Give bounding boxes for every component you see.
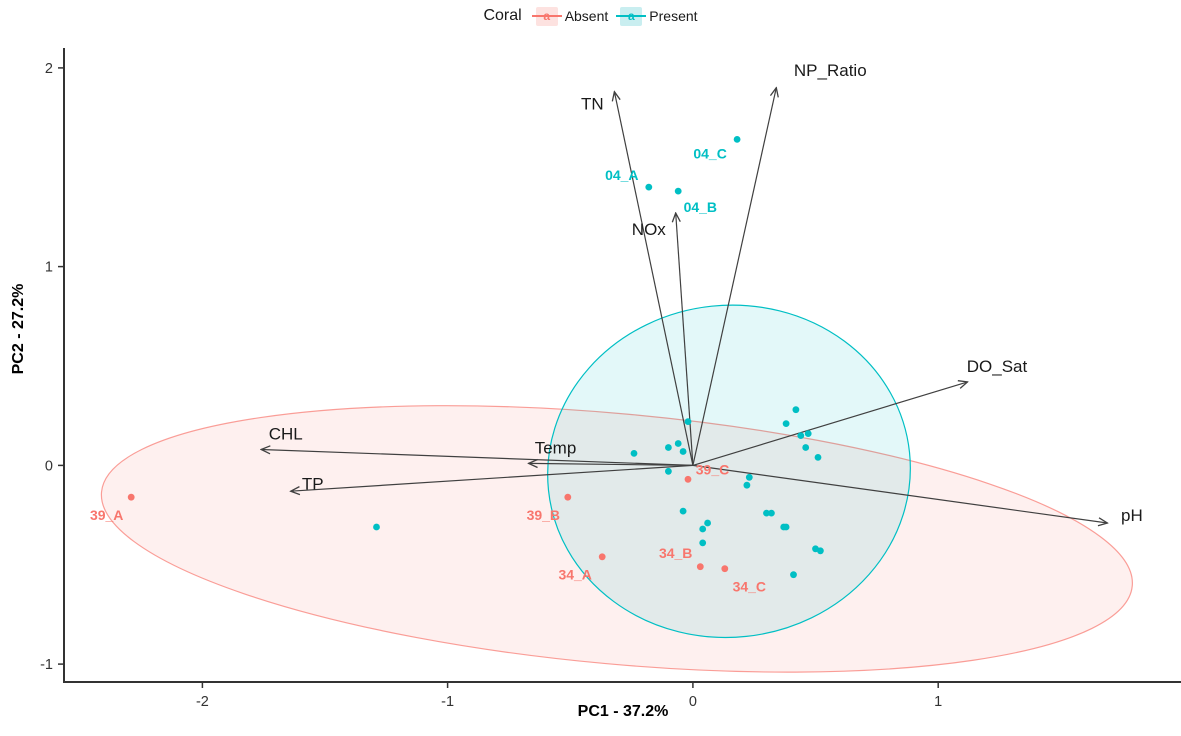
- sample-label: 39_B: [527, 507, 560, 523]
- loading-arrow-ph: [692, 464, 1108, 523]
- confidence-ellipse-present: [547, 304, 911, 639]
- legend-key-line: [616, 15, 647, 17]
- data-point-absent: [564, 493, 572, 501]
- data-point-present: [745, 473, 753, 481]
- sample-label: 34_C: [733, 579, 766, 595]
- loading-label-do_sat: DO_Sat: [967, 357, 1028, 376]
- data-point-present: [733, 136, 741, 143]
- data-point-present: [790, 571, 797, 579]
- sample-label: 39_C: [696, 461, 729, 477]
- data-point-present: [665, 467, 672, 475]
- loading-arrow-chl: [261, 450, 693, 466]
- data-point-present: [699, 539, 707, 547]
- x-tick-label: 1: [934, 694, 942, 710]
- loading-label-tp: TP: [302, 474, 324, 493]
- legend-key-letter: a: [543, 9, 551, 23]
- data-point-present: [699, 525, 707, 533]
- data-point-present: [373, 523, 380, 531]
- loading-label-nox: NOx: [632, 220, 667, 239]
- sample-label: 39_A: [90, 507, 123, 523]
- loading-arrow-temp: [529, 463, 693, 465]
- data-point-absent: [684, 475, 692, 483]
- legend-item-absent: a Absent: [531, 6, 609, 26]
- x-tick-label: 0: [689, 694, 697, 710]
- sample-label: 04_A: [605, 167, 638, 183]
- loading-arrow-np_ratio: [692, 88, 776, 466]
- data-point-present: [704, 519, 711, 527]
- x-tick-label: -1: [441, 694, 454, 710]
- data-point-present: [630, 450, 638, 457]
- loading-label-chl: CHL: [269, 425, 303, 444]
- data-point-present: [792, 406, 800, 414]
- data-point-present: [674, 440, 682, 447]
- data-point-present: [782, 523, 790, 531]
- loading-label-temp: Temp: [535, 439, 577, 458]
- data-point-present: [743, 481, 751, 489]
- y-tick-label: 0: [45, 458, 53, 474]
- loading-arrow-tp: [291, 464, 693, 491]
- sample-label: 04_C: [693, 145, 726, 161]
- confidence-ellipse-absent: [100, 405, 1133, 673]
- legend-title: Coral: [483, 7, 522, 24]
- data-point-present: [768, 509, 775, 517]
- data-point-present: [674, 187, 682, 195]
- data-point-present: [782, 420, 790, 427]
- legend-item-present: a Present: [616, 6, 698, 26]
- data-point-absent: [696, 563, 704, 571]
- legend-key-present-icon: a: [616, 6, 647, 26]
- data-point-absent: [721, 565, 729, 573]
- data-point-present: [684, 418, 692, 425]
- legend-label-absent: Absent: [564, 8, 609, 24]
- data-point-absent: [598, 553, 606, 561]
- data-point-present: [665, 444, 672, 451]
- legend-key-absent-icon: a: [531, 6, 562, 26]
- x-tick-label: -2: [196, 694, 209, 710]
- loading-label-ph: pH: [1121, 506, 1143, 525]
- y-axis-title: PC2 - 27.2%: [10, 283, 27, 375]
- legend-key-letter: a: [627, 9, 635, 23]
- y-tick-label: -1: [40, 657, 53, 673]
- data-point-present: [804, 430, 812, 437]
- data-point-present: [679, 448, 687, 455]
- loading-arrow-tn: [614, 92, 694, 466]
- legend: Coral a Absent a Present: [0, 2, 1181, 30]
- loading-label-tn: TN: [581, 95, 604, 114]
- x-axis-title: PC1 - 37.2%: [577, 703, 669, 720]
- data-point-present: [802, 444, 810, 451]
- sample-label: 04_B: [684, 199, 717, 215]
- data-point-present: [763, 509, 770, 517]
- data-point-present: [679, 507, 687, 515]
- data-point-present: [797, 432, 805, 439]
- data-point-present: [645, 183, 653, 191]
- data-point-present: [814, 454, 822, 461]
- legend-key-line: [531, 15, 562, 17]
- sample-label: 34_A: [558, 567, 591, 583]
- legend-label-present: Present: [649, 8, 698, 24]
- y-tick-label: 2: [45, 61, 53, 77]
- loading-arrow-do_sat: [692, 382, 968, 466]
- sample-label: 34_B: [659, 545, 692, 561]
- y-tick-label: 1: [45, 260, 53, 276]
- loading-label-np_ratio: NP_Ratio: [794, 61, 867, 80]
- data-point-present: [817, 547, 824, 555]
- data-point-absent: [127, 493, 135, 501]
